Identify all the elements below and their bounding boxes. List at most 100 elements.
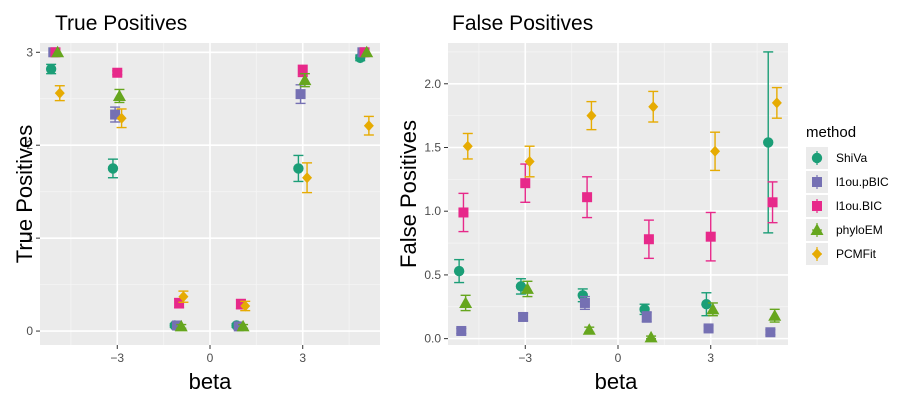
false-positives-y-axis-title: False Positives bbox=[396, 120, 421, 268]
false-positives-series-l1ou-bic bbox=[458, 163, 778, 262]
false-positives-ShiVa-point-0 bbox=[453, 265, 465, 277]
true-positives-y-tick-label-2: 2 bbox=[26, 138, 33, 152]
false-positives-l1ou.BIC-point-0 bbox=[458, 207, 469, 218]
false-positives-ShiVa-point-5 bbox=[763, 137, 774, 148]
false-positives-phyloEM-point-0 bbox=[459, 296, 473, 308]
false-positives-series-pcmfit bbox=[462, 86, 782, 178]
true-positives-l1ou.pBIC-point-2 bbox=[171, 320, 182, 331]
legend-item-l1ou-bic: l1ou.BIC bbox=[806, 195, 882, 217]
false-positives-l1ou.BIC-point-5 bbox=[767, 197, 778, 208]
true-positives-y-tick-label-0: 0 bbox=[26, 324, 33, 338]
legend-key-marker-0 bbox=[811, 152, 823, 164]
true-positives-l1ou.pBIC-point-4 bbox=[295, 89, 306, 100]
true-positives-phyloEM-point-0 bbox=[51, 45, 65, 58]
false-positives-l1ou.pBIC-point-2 bbox=[579, 297, 590, 308]
true-positives-l1ou.pBIC-point-3 bbox=[233, 321, 244, 332]
true-positives-series-pcmfit bbox=[54, 85, 374, 312]
true-positives-y-tick-label-3: 3 bbox=[26, 45, 33, 59]
true-positives-PCMFit-point-0 bbox=[54, 87, 65, 99]
true-positives-marks bbox=[45, 45, 374, 332]
false-positives-y-tick-label-0: 0.0 bbox=[424, 332, 441, 346]
true-positives-l1ou.BIC-point-1 bbox=[112, 67, 123, 78]
false-positives-ShiVa-point-1 bbox=[515, 281, 527, 292]
legend-key-marker-4 bbox=[812, 248, 822, 260]
false-positives-marks bbox=[453, 51, 782, 343]
true-positives-tick-labels: −3 0 3 0 1 2 3 bbox=[26, 45, 306, 365]
false-positives-x-axis-title: beta bbox=[595, 369, 639, 394]
false-positives-tick-labels: −3 0 3 0.0 0.5 1.0 1.5 2.0 bbox=[424, 77, 714, 365]
false-positives-y-tick-label-1: 0.5 bbox=[424, 268, 441, 282]
true-positives-l1ou.pBIC-point-1 bbox=[110, 109, 121, 120]
true-positives-y-axis-title: True Positives bbox=[12, 125, 37, 264]
true-positives-phyloEM-point-3 bbox=[236, 319, 250, 332]
false-positives-l1ou.pBIC-point-1 bbox=[518, 311, 529, 322]
legend-key-marker-2 bbox=[812, 201, 822, 211]
false-positives-l1ou.pBIC-point-0 bbox=[456, 325, 467, 336]
false-positives-phyloEM-point-2 bbox=[582, 323, 596, 335]
false-positives-l1ou.pBIC-point-5 bbox=[765, 327, 776, 338]
false-positives-l1ou.BIC-point-4 bbox=[705, 231, 716, 242]
false-positives-l1ou.BIC-point-3 bbox=[643, 234, 654, 245]
legend-label-2: l1ou.BIC bbox=[836, 199, 882, 213]
legend-item-pcmfit: PCMFit bbox=[806, 243, 877, 265]
true-positives-PCMFit-point-4 bbox=[302, 172, 313, 184]
legend-title: method bbox=[806, 124, 856, 141]
false-positives-panel: False Positives −3 0 3 0.0 0.5 1.0 1.5 2.0 beta… bbox=[396, 12, 788, 394]
false-positives-phyloEM-point-1 bbox=[520, 282, 534, 294]
true-positives-phyloEM-point-4 bbox=[298, 73, 312, 86]
true-positives-x-axis-title: beta bbox=[189, 369, 233, 394]
legend-item-l1ou-pbic: l1ou.pBIC bbox=[806, 171, 889, 193]
true-positives-panel: True Positives −3 0 3 0 1 2 3 beta True Positi… bbox=[12, 12, 380, 394]
true-positives-ShiVa-point-0 bbox=[45, 63, 57, 75]
false-positives-phyloEM-point-4 bbox=[706, 302, 720, 315]
true-positives-l1ou.BIC-point-4 bbox=[297, 65, 308, 76]
false-positives-x-tick-label-0: −3 bbox=[518, 351, 532, 365]
true-positives-x-tick-label-2: 3 bbox=[299, 351, 306, 365]
legend-label-1: l1ou.pBIC bbox=[836, 175, 889, 189]
true-positives-ShiVa-point-1 bbox=[107, 163, 119, 174]
true-positives-phyloEM-point-2 bbox=[174, 319, 188, 332]
legend: method ShiVa l1ou.pBIC l1ou.BIC phyloEM PCMF… bbox=[806, 124, 889, 265]
legend-item-phyloem: phyloEM bbox=[806, 219, 883, 241]
false-positives-l1ou.pBIC-point-3 bbox=[641, 311, 652, 322]
true-positives-y-tick-label-1: 1 bbox=[26, 231, 33, 245]
false-positives-y-tick-label-3: 1.5 bbox=[424, 140, 441, 154]
false-positives-PCMFit-point-2 bbox=[586, 110, 597, 122]
false-positives-x-tick-label-1: 0 bbox=[615, 351, 622, 365]
legend-key-marker-3 bbox=[810, 223, 824, 235]
legend-key-marker-1 bbox=[812, 177, 822, 187]
true-positives-PCMFit-point-2 bbox=[178, 291, 189, 303]
legend-item-shiva: ShiVa bbox=[806, 147, 867, 169]
true-positives-PCMFit-point-3 bbox=[240, 300, 251, 312]
true-positives-l1ou.BIC-point-2 bbox=[174, 298, 185, 309]
false-positives-title: False Positives bbox=[452, 12, 593, 35]
false-positives-phyloEM-point-5 bbox=[768, 309, 782, 321]
false-positives-PCMFit-point-4 bbox=[710, 145, 721, 157]
false-positives-PCMFit-point-1 bbox=[524, 156, 535, 168]
false-positives-l1ou.BIC-point-1 bbox=[520, 178, 531, 189]
false-positives-l1ou.pBIC-point-4 bbox=[703, 323, 714, 334]
true-positives-ShiVa-point-4 bbox=[293, 163, 304, 174]
false-positives-PCMFit-point-0 bbox=[462, 140, 473, 152]
true-positives-l1ou.BIC-point-3 bbox=[235, 299, 246, 310]
true-positives-series-phyloem bbox=[51, 45, 374, 332]
false-positives-phyloEM-point-3 bbox=[644, 330, 658, 343]
false-positives-series-phyloem bbox=[459, 280, 782, 343]
true-positives-PCMFit-point-5 bbox=[363, 120, 374, 132]
true-positives-x-tick-label-1: 0 bbox=[207, 351, 214, 365]
true-positives-phyloEM-point-5 bbox=[360, 45, 374, 58]
false-positives-PCMFit-point-3 bbox=[648, 101, 659, 113]
legend-keys: ShiVa l1ou.pBIC l1ou.BIC phyloEM PCMFit bbox=[806, 147, 889, 265]
false-positives-PCMFit-point-5 bbox=[771, 97, 782, 109]
false-positives-y-tick-label-4: 2.0 bbox=[424, 77, 441, 91]
false-positives-l1ou.BIC-point-2 bbox=[582, 192, 593, 203]
true-positives-phyloEM-point-1 bbox=[112, 89, 126, 101]
false-positives-x-tick-label-2: 3 bbox=[707, 351, 714, 365]
false-positives-ShiVa-point-4 bbox=[701, 299, 712, 310]
true-positives-PCMFit-point-1 bbox=[116, 112, 127, 124]
true-positives-title: True Positives bbox=[55, 12, 187, 35]
false-positives-series-l1ou-pbic bbox=[456, 295, 776, 338]
legend-label-3: phyloEM bbox=[836, 223, 883, 237]
false-positives-y-tick-label-2: 1.0 bbox=[424, 204, 441, 218]
